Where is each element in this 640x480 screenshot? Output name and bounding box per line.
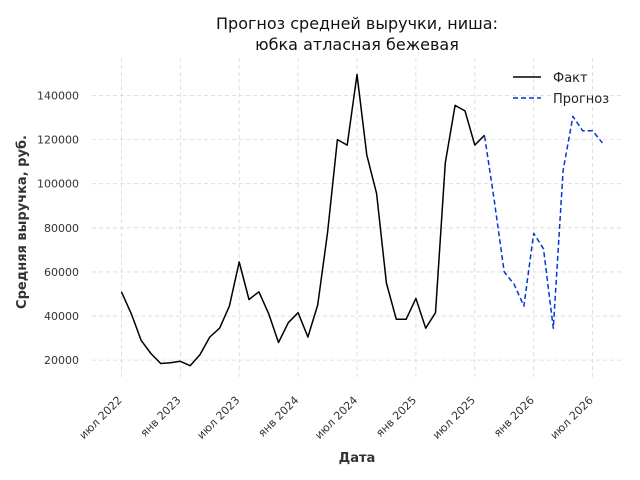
x-tick-label: июл 2023 (194, 394, 242, 442)
y-tick-label: 120000 (37, 134, 79, 147)
x-axis-ticks: июл 2022 янв 2023 июл 2023 янв 2024 июл 2024… (77, 394, 596, 442)
y-axis-ticks: 20000 40000 60000 80000 100000 120000 140000 (37, 89, 79, 367)
chart-title-line-2: юбка атласная бежевая (255, 35, 459, 54)
x-axis-label: Дата (339, 451, 376, 466)
y-tick-label: 100000 (37, 178, 79, 191)
y-tick-label: 80000 (44, 222, 79, 235)
chart-title-line-1: Прогноз средней выручки, ниша: (216, 14, 498, 33)
y-axis-label: Средняя выручка, руб. (15, 135, 30, 309)
series-layer (120, 73, 603, 367)
x-tick-label: июл 2026 (548, 394, 596, 442)
legend: Факт Прогноз (513, 71, 609, 107)
x-tick-label: янв 2024 (256, 394, 302, 440)
y-tick-label: 140000 (37, 89, 79, 102)
y-tick-label: 20000 (44, 354, 79, 367)
x-tick-label: июл 2025 (430, 394, 478, 442)
x-tick-label: июл 2024 (312, 394, 360, 442)
x-tick-label: янв 2026 (491, 394, 537, 440)
legend-label-forecast: Прогноз (553, 92, 609, 107)
grid (92, 58, 622, 380)
series-line-fact (120, 73, 486, 367)
x-tick-label: июл 2022 (77, 394, 125, 442)
series-line-forecast (483, 115, 603, 329)
y-tick-label: 60000 (44, 266, 79, 279)
x-tick-label: янв 2023 (138, 394, 184, 440)
x-tick-label: янв 2025 (373, 394, 419, 440)
legend-label-fact: Факт (553, 71, 588, 86)
y-tick-label: 40000 (44, 310, 79, 323)
